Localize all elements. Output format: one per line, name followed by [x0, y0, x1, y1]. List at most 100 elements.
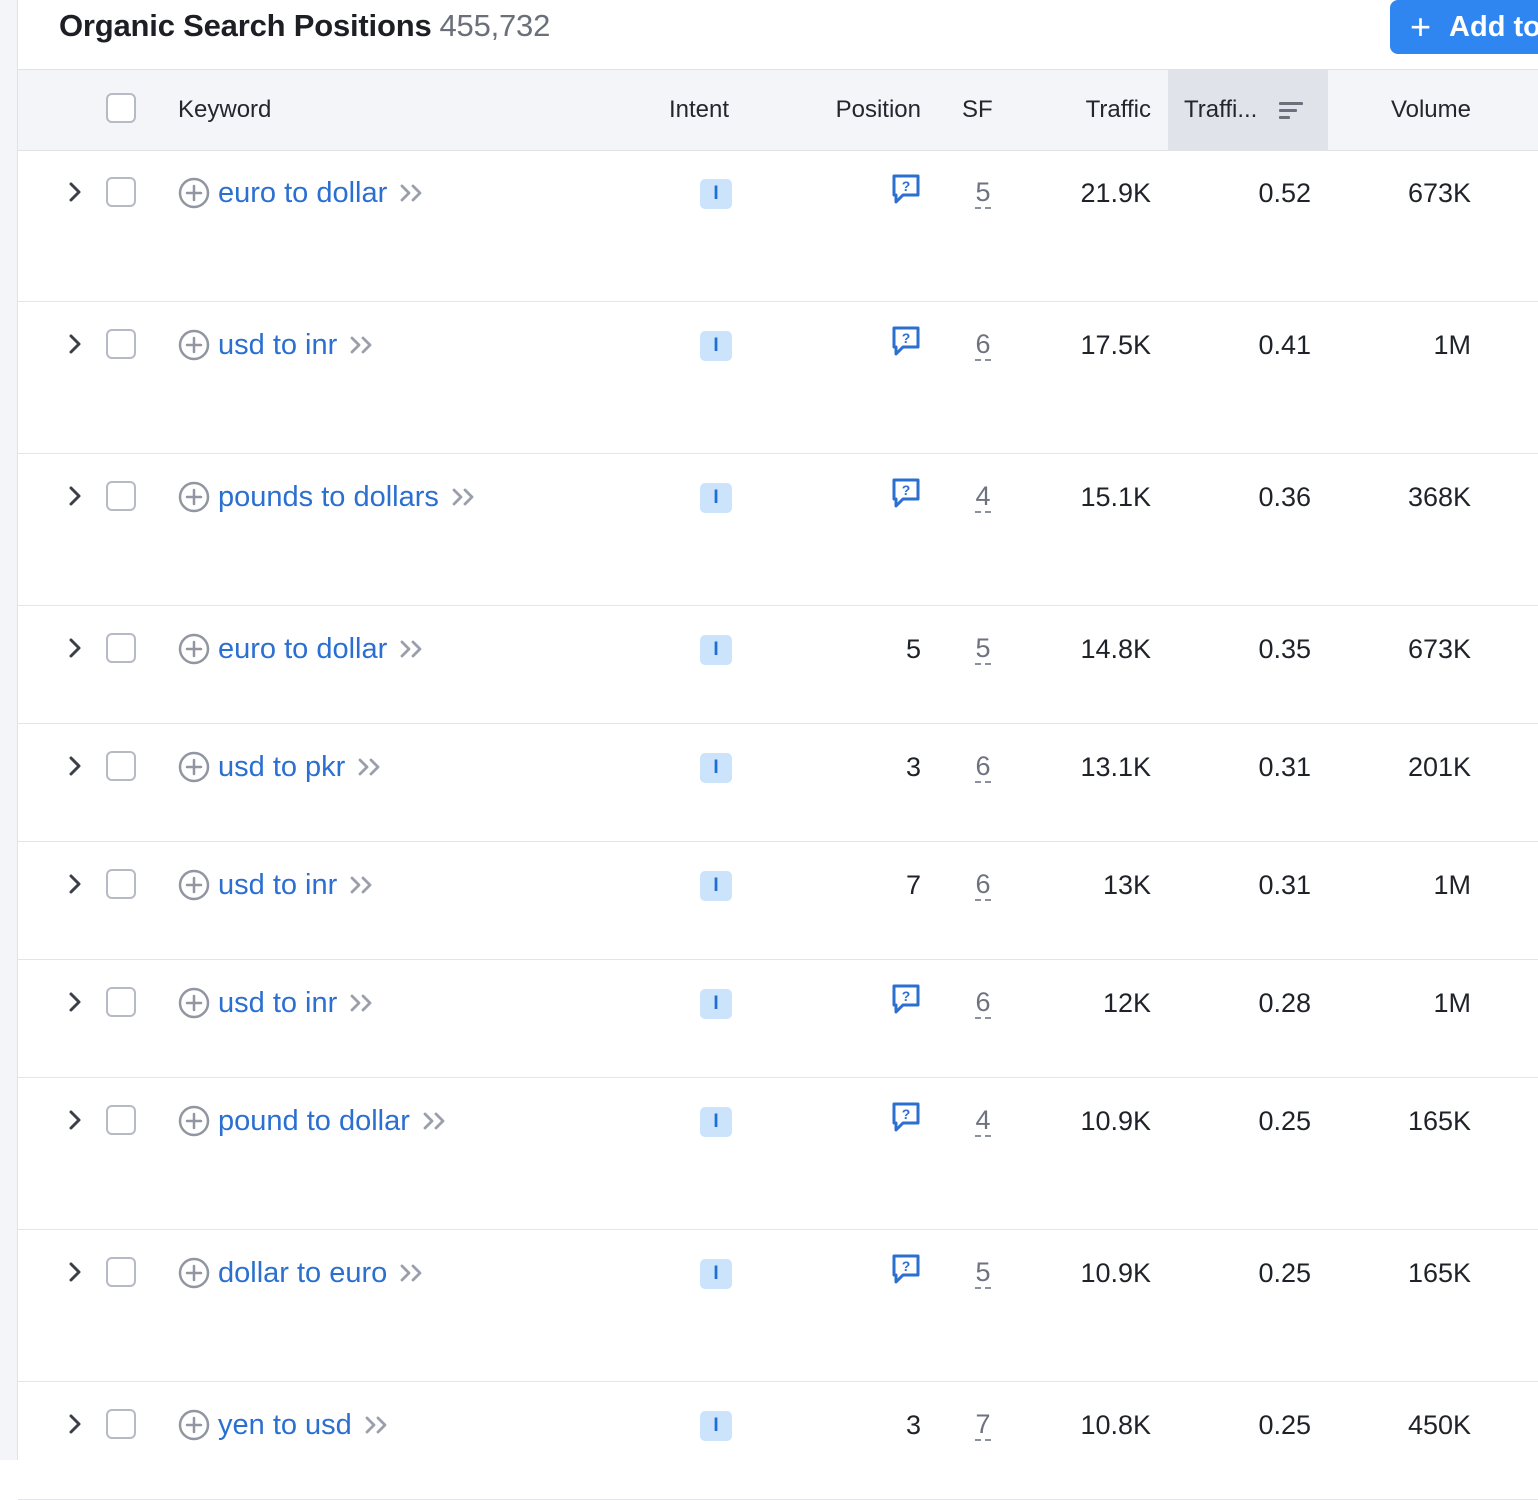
table-row: usd to inr I 7 6 13K 0.31 1M	[18, 841, 1538, 960]
column-header-position[interactable]: Position	[778, 70, 921, 150]
column-header-sf[interactable]: SF	[962, 70, 993, 150]
add-keyword-plus-icon[interactable]	[178, 869, 210, 901]
sf-count-text: 7	[975, 1409, 991, 1441]
column-header-traffic-percent[interactable]: Traffi...	[1168, 70, 1328, 150]
column-header-traffic[interactable]: Traffic	[1038, 70, 1151, 150]
keyword-link[interactable]: yen to usd	[218, 1405, 390, 1445]
volume-value: 673K	[1407, 633, 1471, 664]
row-checkbox[interactable]	[106, 987, 136, 1017]
add-keyword-plus-icon[interactable]	[178, 177, 210, 209]
double-chevron-icon[interactable]	[349, 335, 375, 355]
expand-chevron-icon[interactable]	[68, 1413, 82, 1435]
keyword-link[interactable]: usd to pkr	[218, 747, 383, 787]
volume-value: 1M	[1433, 987, 1471, 1018]
intent-badge: I	[700, 635, 732, 665]
add-to-button[interactable]: + Add to	[1390, 0, 1538, 54]
double-chevron-icon[interactable]	[399, 183, 425, 203]
table-row: pound to dollar I? 4 10.9K 0.25 165K	[18, 1077, 1538, 1230]
sf-count-text: 6	[975, 987, 991, 1019]
add-keyword-plus-icon[interactable]	[178, 329, 210, 361]
add-keyword-plus-icon[interactable]	[178, 1257, 210, 1289]
row-checkbox[interactable]	[106, 1105, 136, 1135]
serp-feature-icon[interactable]: ?	[891, 173, 921, 205]
sf-count[interactable]: 7	[968, 1405, 998, 1445]
add-keyword-plus-icon[interactable]	[178, 751, 210, 783]
sf-count[interactable]: 6	[968, 865, 998, 905]
double-chevron-icon[interactable]	[399, 639, 425, 659]
sf-count[interactable]: 6	[968, 983, 998, 1023]
traffic-percent-value: 0.36	[1258, 481, 1311, 512]
double-chevron-icon[interactable]	[349, 875, 375, 895]
sf-count-text: 5	[975, 633, 991, 665]
row-checkbox[interactable]	[106, 869, 136, 899]
expand-chevron-icon[interactable]	[68, 755, 82, 777]
volume-value: 165K	[1407, 1105, 1471, 1136]
keyword-link[interactable]: usd to inr	[218, 983, 375, 1023]
row-checkbox[interactable]	[106, 1409, 136, 1439]
column-header-traffic-label: Traffic	[1085, 96, 1151, 123]
keyword-text: dollar to euro	[218, 1256, 388, 1289]
expand-chevron-icon[interactable]	[68, 873, 82, 895]
keyword-link[interactable]: usd to inr	[218, 325, 375, 365]
svg-text:?: ?	[902, 1258, 911, 1274]
column-header-sf-label: SF	[962, 96, 993, 123]
sf-count[interactable]: 5	[968, 1253, 998, 1293]
traffic-percent-value: 0.31	[1258, 751, 1311, 782]
double-chevron-icon[interactable]	[422, 1111, 448, 1131]
sf-count[interactable]: 6	[968, 747, 998, 787]
select-all-checkbox[interactable]	[106, 93, 136, 123]
double-chevron-icon[interactable]	[451, 487, 477, 507]
sf-count[interactable]: 6	[968, 325, 998, 365]
serp-feature-icon[interactable]: ?	[891, 983, 921, 1015]
sf-count[interactable]: 4	[968, 1101, 998, 1141]
expand-chevron-icon[interactable]	[68, 991, 82, 1013]
serp-feature-icon[interactable]: ?	[891, 1101, 921, 1133]
row-checkbox[interactable]	[106, 329, 136, 359]
plus-icon: +	[1410, 6, 1432, 47]
double-chevron-icon[interactable]	[357, 757, 383, 777]
column-header-keyword[interactable]: Keyword	[178, 70, 271, 150]
sf-count[interactable]: 5	[968, 173, 998, 213]
row-checkbox[interactable]	[106, 1257, 136, 1287]
add-keyword-plus-icon[interactable]	[178, 1409, 210, 1441]
expand-chevron-icon[interactable]	[68, 637, 82, 659]
keyword-link[interactable]: pounds to dollars	[218, 477, 477, 517]
intent-badge: I	[700, 331, 732, 361]
table-row: usd to inr I? 6 12K 0.28 1M	[18, 959, 1538, 1078]
sf-count-text: 6	[975, 751, 991, 783]
traffic-value: 17.5K	[1080, 329, 1151, 360]
add-keyword-plus-icon[interactable]	[178, 987, 210, 1019]
add-keyword-plus-icon[interactable]	[178, 633, 210, 665]
sort-descending-icon[interactable]	[1279, 98, 1304, 123]
volume-value: 450K	[1407, 1409, 1471, 1440]
keyword-link[interactable]: dollar to euro	[218, 1253, 425, 1293]
serp-feature-icon[interactable]: ?	[891, 477, 921, 509]
row-checkbox[interactable]	[106, 751, 136, 781]
expand-chevron-icon[interactable]	[68, 1261, 82, 1283]
row-checkbox[interactable]	[106, 481, 136, 511]
row-checkbox[interactable]	[106, 177, 136, 207]
row-checkbox[interactable]	[106, 633, 136, 663]
double-chevron-icon[interactable]	[349, 993, 375, 1013]
keyword-link[interactable]: usd to inr	[218, 865, 375, 905]
sf-count-text: 5	[975, 177, 991, 209]
serp-feature-icon[interactable]: ?	[891, 325, 921, 357]
keyword-link[interactable]: pound to dollar	[218, 1101, 448, 1141]
keyword-link[interactable]: euro to dollar	[218, 629, 425, 669]
double-chevron-icon[interactable]	[364, 1415, 390, 1435]
keyword-link[interactable]: euro to dollar	[218, 173, 425, 213]
serp-feature-icon[interactable]: ?	[891, 1253, 921, 1285]
expand-chevron-icon[interactable]	[68, 181, 82, 203]
sf-count[interactable]: 5	[968, 629, 998, 669]
sf-count[interactable]: 4	[968, 477, 998, 517]
expand-chevron-icon[interactable]	[68, 1109, 82, 1131]
double-chevron-icon[interactable]	[399, 1263, 425, 1283]
column-header-volume[interactable]: Volume	[1348, 70, 1471, 150]
column-header-intent[interactable]: Intent	[618, 70, 729, 150]
expand-chevron-icon[interactable]	[68, 333, 82, 355]
add-keyword-plus-icon[interactable]	[178, 1105, 210, 1137]
table-row: euro to dollar I 5 5 14.8K 0.35 673K	[18, 605, 1538, 724]
add-keyword-plus-icon[interactable]	[178, 481, 210, 513]
add-to-label: Add to	[1449, 10, 1538, 43]
expand-chevron-icon[interactable]	[68, 485, 82, 507]
